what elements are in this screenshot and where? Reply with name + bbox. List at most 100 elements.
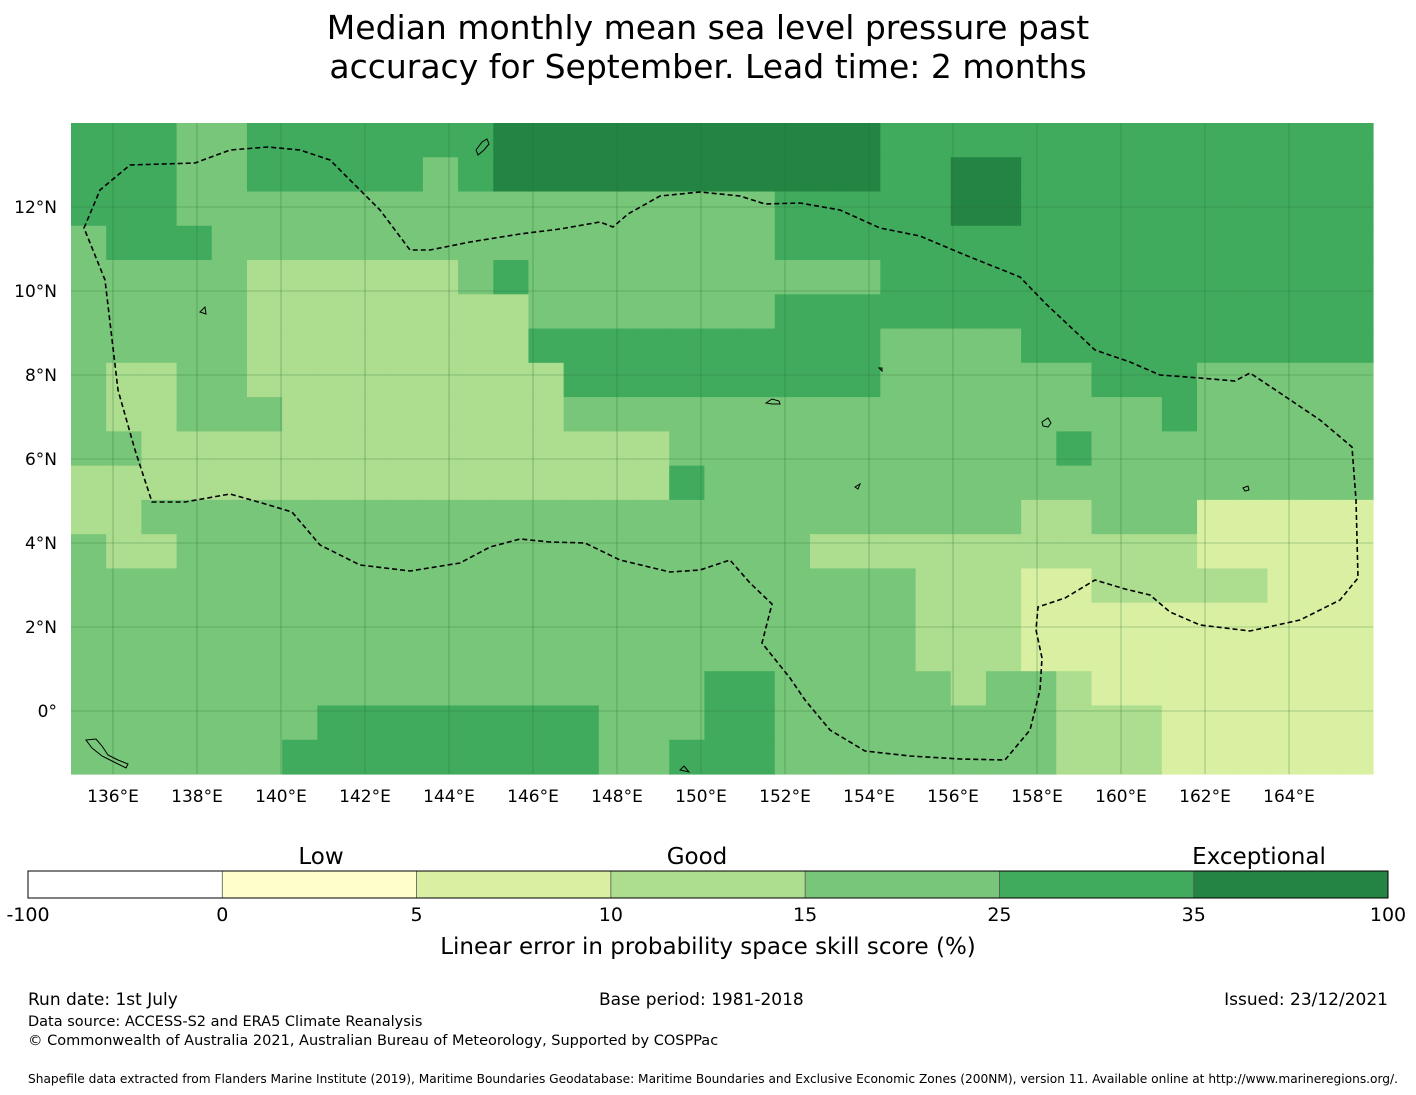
grid-cell <box>1091 157 1128 193</box>
shapefile-credit: Shapefile data extracted from Flanders M… <box>28 1072 1399 1086</box>
grid-cell <box>1021 191 1057 227</box>
grid-cell <box>528 225 565 261</box>
grid-cell <box>1056 431 1093 467</box>
grid-cell <box>141 739 178 775</box>
grid-cell <box>1267 705 1304 741</box>
grid-cell <box>422 671 459 707</box>
grid-cell <box>422 636 459 672</box>
grid-cell <box>915 636 952 672</box>
grid-cell <box>985 191 1022 227</box>
grid-cell <box>1021 739 1057 775</box>
grid-cell <box>1302 636 1339 672</box>
grid-cell <box>1197 294 1233 330</box>
grid-cell <box>880 739 917 775</box>
grid-cell <box>915 499 952 535</box>
grid-cell <box>458 362 494 398</box>
grid-cell <box>950 636 987 672</box>
grid-cell <box>1161 191 1198 227</box>
grid-cell <box>352 157 389 193</box>
grid-cell <box>1021 362 1057 398</box>
grid-cell <box>1021 568 1057 604</box>
grid-cell <box>246 705 283 741</box>
grid-cell <box>246 294 283 330</box>
grid-cell <box>246 157 283 193</box>
grid-cell <box>1337 328 1374 364</box>
grid-cell <box>563 534 600 570</box>
grid-cell <box>1337 568 1374 604</box>
grid-cell <box>915 157 952 193</box>
grid-cell <box>211 397 248 432</box>
grid-cell <box>669 328 706 364</box>
grid-cell <box>528 294 565 330</box>
grid-cell <box>106 260 142 295</box>
grid-cell <box>1126 123 1163 158</box>
grid-cell <box>1021 123 1057 158</box>
title-line-1: Median monthly mean sea level pressure p… <box>326 8 1090 47</box>
grid-cell <box>211 191 248 227</box>
grid-cell <box>809 568 846 604</box>
base-period: Base period: 1981-2018 <box>599 990 804 1010</box>
grid-cell <box>493 260 530 295</box>
grid-cell <box>1126 602 1163 638</box>
grid-cell <box>1021 534 1057 570</box>
grid-cell <box>106 602 142 638</box>
grid-cell <box>704 636 741 672</box>
grid-cell <box>809 260 846 295</box>
grid-cell <box>1126 225 1163 261</box>
grid-cell <box>669 260 706 295</box>
grid-cell <box>634 534 670 570</box>
grid-cell <box>282 465 318 501</box>
grid-cell <box>985 499 1022 535</box>
grid-cell <box>352 705 389 741</box>
grid-cell <box>282 362 318 398</box>
grid-cell <box>211 465 248 501</box>
grid-cell <box>809 499 846 535</box>
grid-cell <box>211 534 248 570</box>
grid-cell <box>211 225 248 261</box>
grid-cell <box>1056 705 1093 741</box>
grid-cell <box>493 671 530 707</box>
grid-cell <box>141 294 178 330</box>
grid-cell <box>1021 431 1057 467</box>
grid-cell <box>246 568 283 604</box>
grid-cell <box>71 671 107 707</box>
grid-cell <box>915 260 952 295</box>
grid-cell <box>176 191 213 227</box>
lat-tick-label: 2°N <box>25 618 57 638</box>
grid-cell <box>493 602 530 638</box>
lon-tick-label: 154°E <box>843 787 895 807</box>
run-date: Run date: 1st July <box>28 990 178 1010</box>
grid-cell <box>141 636 178 672</box>
grid-cell <box>317 671 354 707</box>
grid-cell <box>422 431 459 467</box>
grid-cell <box>422 534 459 570</box>
grid-cell <box>106 397 142 432</box>
grid-cell <box>211 705 248 741</box>
grid-cell <box>985 157 1022 193</box>
grid-cell <box>106 534 142 570</box>
grid-cell <box>71 157 107 193</box>
grid-cell <box>950 328 987 364</box>
grid-cell <box>106 157 142 193</box>
grid-cell <box>915 225 952 261</box>
grid-cell <box>1021 671 1057 707</box>
grid-cell <box>739 260 776 295</box>
grid-cell <box>1197 397 1233 432</box>
grid-cell <box>1056 397 1093 432</box>
grid-cell <box>528 568 565 604</box>
grid-cell <box>211 568 248 604</box>
grid-cell <box>493 739 530 775</box>
grid-cell <box>950 260 987 295</box>
grid-cell <box>880 465 917 501</box>
grid-cell <box>422 465 459 501</box>
grid-cell <box>1161 397 1198 432</box>
grid-cell <box>1267 534 1304 570</box>
grid-cell <box>774 157 811 193</box>
grid-cell <box>845 534 881 570</box>
grid-cell <box>282 191 318 227</box>
grid-cell <box>1197 431 1233 467</box>
grid-cell <box>669 431 706 467</box>
grid-cell <box>739 739 776 775</box>
grid-cell <box>1197 636 1233 672</box>
grid-cell <box>809 705 846 741</box>
